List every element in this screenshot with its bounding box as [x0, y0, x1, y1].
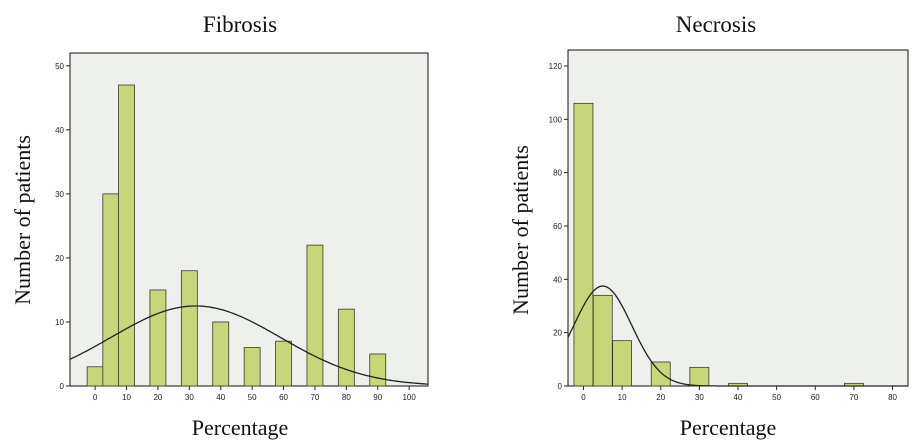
y-tick-label: 80: [553, 169, 562, 178]
bar: [612, 340, 632, 387]
x-tick-label: 80: [342, 393, 351, 402]
bar: [337, 308, 355, 387]
bars: [86, 84, 387, 387]
y-tick-label: 60: [553, 222, 562, 231]
x-tick-label: 30: [185, 393, 194, 402]
y-axis-label: Number of patients: [10, 135, 35, 305]
x-axis-label: Percentage: [680, 415, 777, 440]
y-axis: 0 20 40 60 80 100 120: [549, 62, 568, 391]
x-axis: 0 10 20 30 40 50 60 70 80: [581, 386, 898, 402]
x-tick-label: 60: [279, 393, 288, 402]
bar: [149, 289, 167, 387]
x-tick-label: 50: [248, 393, 257, 402]
normal-curve: [567, 285, 908, 387]
y-tick-label: 20: [55, 254, 64, 263]
bar: [573, 102, 594, 387]
x-tick-label: 10: [122, 393, 131, 402]
x-tick-label: 70: [310, 393, 319, 402]
y-tick-label: 10: [55, 318, 64, 327]
x-tick-label: 40: [216, 393, 225, 402]
x-axis-label: Percentage: [192, 415, 289, 440]
x-tick-label: 20: [153, 393, 162, 402]
x-tick-label: 90: [373, 393, 382, 402]
bar: [180, 270, 198, 387]
bar: [369, 353, 387, 387]
y-tick-label: 30: [55, 190, 64, 199]
x-tick-label: 20: [656, 393, 665, 402]
plot-area: [567, 49, 909, 387]
y-axis-label: Number of patients: [508, 145, 533, 315]
y-tick-label: 0: [558, 382, 563, 391]
x-tick-label: 40: [734, 393, 743, 402]
bar: [212, 321, 230, 387]
bar: [592, 294, 613, 387]
y-tick-label: 0: [60, 382, 65, 391]
x-tick-label: 70: [849, 393, 858, 402]
x-tick-label: 100: [402, 393, 416, 402]
bar: [306, 244, 324, 387]
x-tick-label: 30: [695, 393, 704, 402]
bar: [118, 84, 135, 387]
x-tick-label: 60: [811, 393, 820, 402]
y-tick-label: 50: [55, 62, 64, 71]
chart-fibrosis: Fibrosis 0 10 20 30 40 50 0 10 20 30 40 50 60 70 80 90…: [10, 12, 429, 440]
y-axis: 0 10 20 30 40 50: [55, 62, 70, 391]
chart-title: Fibrosis: [203, 12, 277, 37]
bar: [86, 366, 104, 387]
chart-title: Necrosis: [676, 12, 757, 37]
x-tick-label: 0: [93, 393, 98, 402]
x-tick-label: 50: [772, 393, 781, 402]
y-tick-label: 20: [553, 329, 562, 338]
y-tick-label: 120: [549, 62, 563, 71]
y-tick-label: 100: [549, 115, 563, 124]
bar: [275, 340, 292, 387]
x-tick-label: 10: [618, 393, 627, 402]
bar: [689, 366, 710, 387]
y-tick-label: 40: [553, 275, 562, 284]
x-tick-label: 80: [888, 393, 897, 402]
chart-necrosis: Necrosis 0 20 40 60 80 100 120 0 10 20 30 40 50 60 70…: [508, 12, 909, 440]
x-axis: 0 10 20 30 40 50 60 70 80 90 100: [93, 386, 416, 402]
bar: [102, 193, 120, 387]
normal-curve: [69, 305, 429, 385]
bar: [243, 347, 261, 387]
y-tick-label: 40: [55, 126, 64, 135]
x-tick-label: 0: [581, 393, 586, 402]
